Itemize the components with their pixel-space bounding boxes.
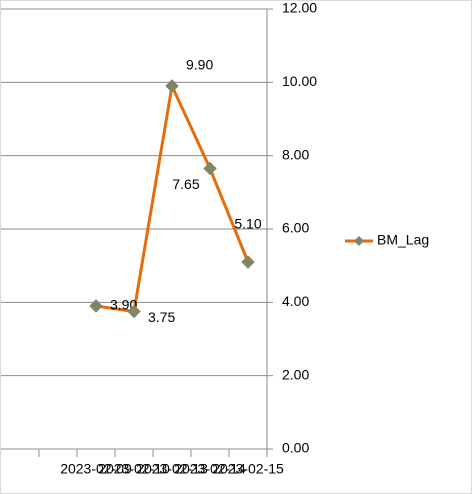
marker — [127, 304, 141, 319]
data-label: 7.65 — [172, 176, 199, 192]
y-tick-label: 4.00 — [282, 293, 309, 309]
data-label: 3.75 — [148, 309, 175, 325]
marker — [89, 299, 103, 313]
y-tick-label: 6.00 — [282, 220, 309, 236]
marker — [203, 161, 217, 176]
x-tick-label: 2023-02-10 — [98, 461, 170, 477]
y-tick-label: 2.00 — [282, 366, 309, 382]
y-tick-label: 10.00 — [282, 73, 317, 89]
legend-marker — [354, 236, 364, 246]
x-tick-label: 2023-02-09 — [60, 461, 132, 477]
marker — [165, 79, 179, 93]
x-tick-label: 2023-02-13 — [136, 461, 208, 477]
y-tick-label: 12.00 — [282, 0, 317, 16]
data-label: 9.90 — [186, 57, 213, 73]
data-label: 5.10 — [234, 216, 261, 232]
x-tick-label: 2023-02-15 — [212, 461, 284, 477]
marker — [241, 255, 255, 269]
y-tick-label: 8.00 — [282, 146, 309, 162]
x-tick-label: 2023-02-14 — [174, 461, 246, 477]
y-tick-label: 0.00 — [282, 440, 309, 456]
legend-label: BM_Lag — [377, 232, 429, 248]
